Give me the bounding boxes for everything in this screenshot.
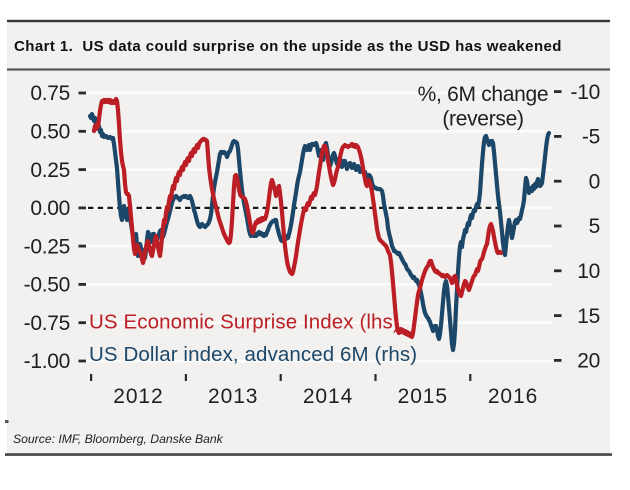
svg-text:Source: IMF, Bloomberg, Danske: Source: IMF, Bloomberg, Danske Bank (13, 432, 224, 446)
svg-text:2012: 2012 (113, 385, 163, 408)
svg-text:-1.00: -1.00 (24, 350, 70, 373)
svg-text:5: 5 (589, 215, 600, 238)
svg-text:0.50: 0.50 (30, 121, 70, 144)
svg-text:US Economic Surprise Index (lh: US Economic Surprise Index (lhs) (89, 311, 400, 334)
svg-text:-10: -10 (571, 81, 600, 104)
svg-text:0.25: 0.25 (30, 159, 70, 182)
svg-text:2016: 2016 (488, 385, 538, 408)
svg-text:-5: -5 (582, 126, 600, 149)
svg-text:-0.50: -0.50 (24, 274, 70, 297)
svg-text:Chart 1. US data could surpri: Chart 1. US data could surprise on the u… (14, 38, 562, 55)
svg-text:-0.75: -0.75 (24, 312, 70, 335)
svg-text:15: 15 (577, 305, 600, 328)
svg-text:2015: 2015 (398, 385, 448, 408)
svg-text:10: 10 (577, 260, 600, 283)
svg-text:US Dollar index, advanced 6M (: US Dollar index, advanced 6M (rhs) (89, 343, 417, 366)
svg-text:2013: 2013 (208, 385, 258, 408)
svg-text:20: 20 (577, 350, 600, 373)
svg-text:-0.25: -0.25 (24, 235, 70, 258)
svg-text:%, 6M change: %, 6M change (418, 83, 549, 106)
svg-text:2014: 2014 (303, 385, 353, 408)
svg-text:0.75: 0.75 (30, 82, 70, 105)
svg-text:0: 0 (589, 170, 600, 193)
svg-text:0.00: 0.00 (30, 197, 70, 220)
svg-text:(reverse): (reverse) (442, 108, 523, 131)
